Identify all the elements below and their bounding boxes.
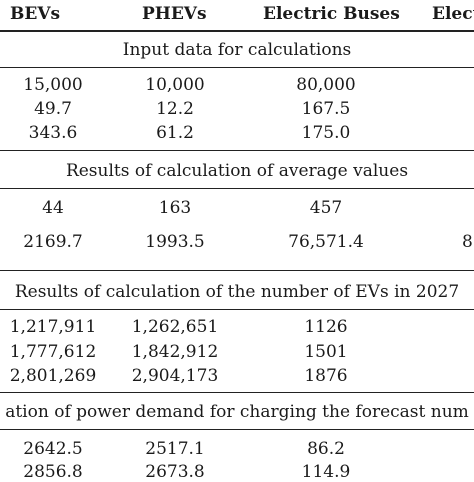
table-cell: 167.5 — [301, 99, 351, 119]
table-cell: 457 — [309, 198, 343, 218]
table-cell: 76,571.4 — [288, 232, 364, 252]
header-rule — [0, 30, 474, 32]
table-cell: 1,217,911 — [9, 317, 97, 337]
table-cell: 1501 — [304, 342, 348, 362]
table-cell: 49.7 — [34, 99, 72, 119]
table-cell: 1876 — [304, 366, 348, 386]
table-cell: 2169.7 — [23, 232, 83, 252]
table-cell: 2517.1 — [145, 439, 205, 459]
column-header-bevs: BEVs — [10, 4, 61, 24]
section-rule — [0, 429, 474, 430]
table-cell: 2,904,173 — [131, 366, 219, 386]
table-cell: 61.2 — [156, 123, 194, 143]
section-rule — [0, 309, 474, 310]
table-cell: 343.6 — [28, 123, 78, 143]
section-title-input-data: Input data for calculations — [122, 40, 352, 60]
section-rule — [0, 67, 474, 68]
table-cell: 175.0 — [301, 123, 351, 143]
table-cell: 1,262,651 — [131, 317, 219, 337]
table-cell: 15,000 — [23, 75, 83, 95]
section-rule — [0, 150, 474, 151]
table-cell: 80,000 — [296, 75, 356, 95]
column-header-electric-buses: Electric Buses — [263, 4, 400, 24]
table-cell: 1,777,612 — [9, 342, 97, 362]
column-header-phevs: PHEVs — [142, 4, 207, 24]
table-cell: 10,000 — [145, 75, 205, 95]
column-header-truncated: Elect — [432, 4, 474, 24]
table-cell: 2856.8 — [23, 462, 83, 482]
section-rule — [0, 392, 474, 393]
section-rule — [0, 270, 474, 271]
section-title-power-demand: ation of power demand for charging the f… — [5, 402, 469, 422]
table-cell: 1993.5 — [145, 232, 205, 252]
section-title-average-values: Results of calculation of average values — [65, 161, 409, 181]
table-cell: 1126 — [304, 317, 348, 337]
table-cell: 2,801,269 — [9, 366, 97, 386]
table-cell: 44 — [42, 198, 64, 218]
section-title-number-of-evs: Results of calculation of the number of … — [14, 282, 460, 302]
table-cell: 163 — [158, 198, 192, 218]
table-cell: 1,842,912 — [131, 342, 219, 362]
table-cell-truncated: 8 — [462, 232, 473, 252]
table-cell: 2642.5 — [23, 439, 83, 459]
table-cell: 12.2 — [156, 99, 194, 119]
table-cell: 86.2 — [307, 439, 345, 459]
table-cell: 2673.8 — [145, 462, 205, 482]
section-rule — [0, 188, 474, 189]
table-cell: 114.9 — [301, 462, 351, 482]
